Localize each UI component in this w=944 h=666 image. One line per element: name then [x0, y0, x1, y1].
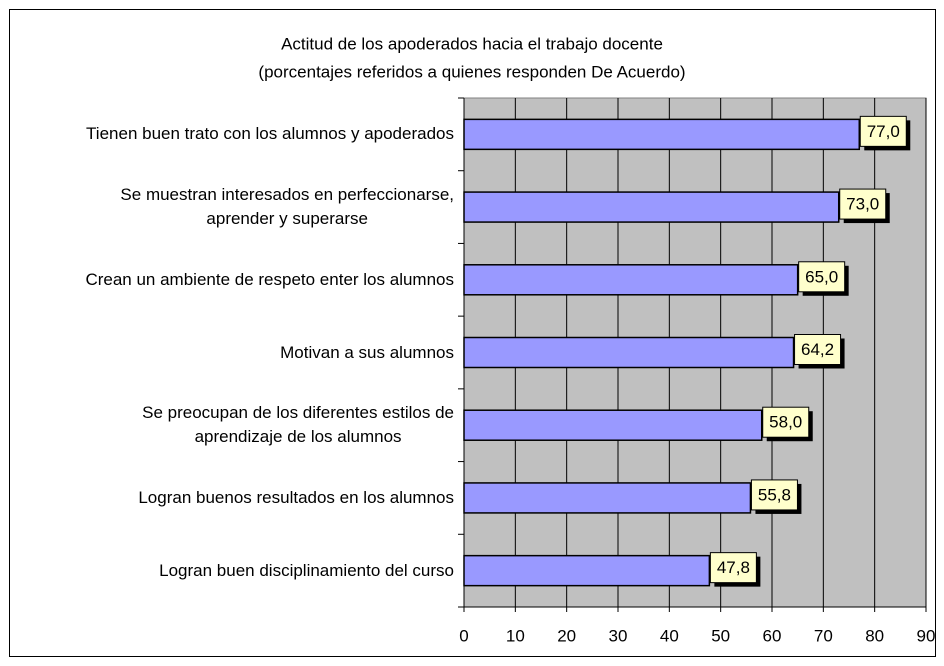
- bar: [463, 191, 840, 223]
- bar: [463, 554, 711, 587]
- chart-subtitle: (porcentajes referidos a quienes respond…: [258, 62, 685, 81]
- category-label: Logran buen disciplinamiento del curso: [0, 559, 454, 583]
- data-label: 77,0: [867, 122, 900, 141]
- data-label: 65,0: [805, 267, 838, 286]
- label-box: [794, 334, 842, 365]
- category-text: Motivan a sus alumnos: [280, 342, 454, 362]
- x-tick-label: 90: [917, 626, 936, 645]
- category-text: Se muestran interesados en perfeccionars…: [120, 185, 454, 229]
- category-text: Logran buen disciplinamiento del curso: [159, 560, 454, 580]
- category-label: Se preocupan de los diferentes estilos d…: [0, 401, 454, 449]
- category-text: Crean un ambiente de respeto enter los a…: [85, 269, 454, 289]
- label-box: [839, 188, 887, 220]
- bar: [463, 482, 752, 514]
- data-label: 47,8: [717, 558, 750, 577]
- label-box: [750, 479, 798, 511]
- bar: [463, 336, 795, 369]
- x-tick-label: 50: [711, 626, 730, 645]
- category-label: Tienen buen trato con los alumnos y apod…: [0, 122, 454, 146]
- label-box: [859, 115, 907, 147]
- data-label: 55,8: [758, 485, 791, 504]
- label-box: [762, 406, 810, 438]
- category-label: Se muestran interesados en perfeccionars…: [0, 183, 454, 231]
- x-tick-label: 70: [814, 626, 833, 645]
- x-tick-label: 80: [865, 626, 884, 645]
- category-text: Tienen buen trato con los alumnos y apod…: [86, 124, 454, 144]
- chart-title: Actitud de los apoderados hacia el traba…: [281, 34, 663, 53]
- bar: [463, 118, 861, 151]
- x-tick-label: 20: [557, 626, 576, 645]
- bar: [463, 409, 763, 441]
- data-label: 58,0: [769, 413, 802, 432]
- x-tick-label: 40: [660, 626, 679, 645]
- x-tick-label: 10: [506, 626, 525, 645]
- label-box: [709, 552, 757, 584]
- category-label: Motivan a sus alumnos: [0, 341, 454, 365]
- x-tick-label: 30: [609, 626, 628, 645]
- category-label: Logran buenos resultados en los alumnos: [0, 486, 454, 510]
- label-box: [798, 261, 846, 293]
- data-label: 64,2: [801, 340, 834, 359]
- x-tick-label: 0: [459, 626, 468, 645]
- bar: [463, 264, 799, 296]
- category-text: Logran buenos resultados en los alumnos: [138, 487, 454, 507]
- data-label: 73,0: [846, 195, 879, 214]
- x-tick-label: 60: [763, 626, 782, 645]
- category-label: Crean un ambiente de respeto enter los a…: [0, 268, 454, 292]
- category-text: Se preocupan de los diferentes estilos d…: [142, 403, 454, 447]
